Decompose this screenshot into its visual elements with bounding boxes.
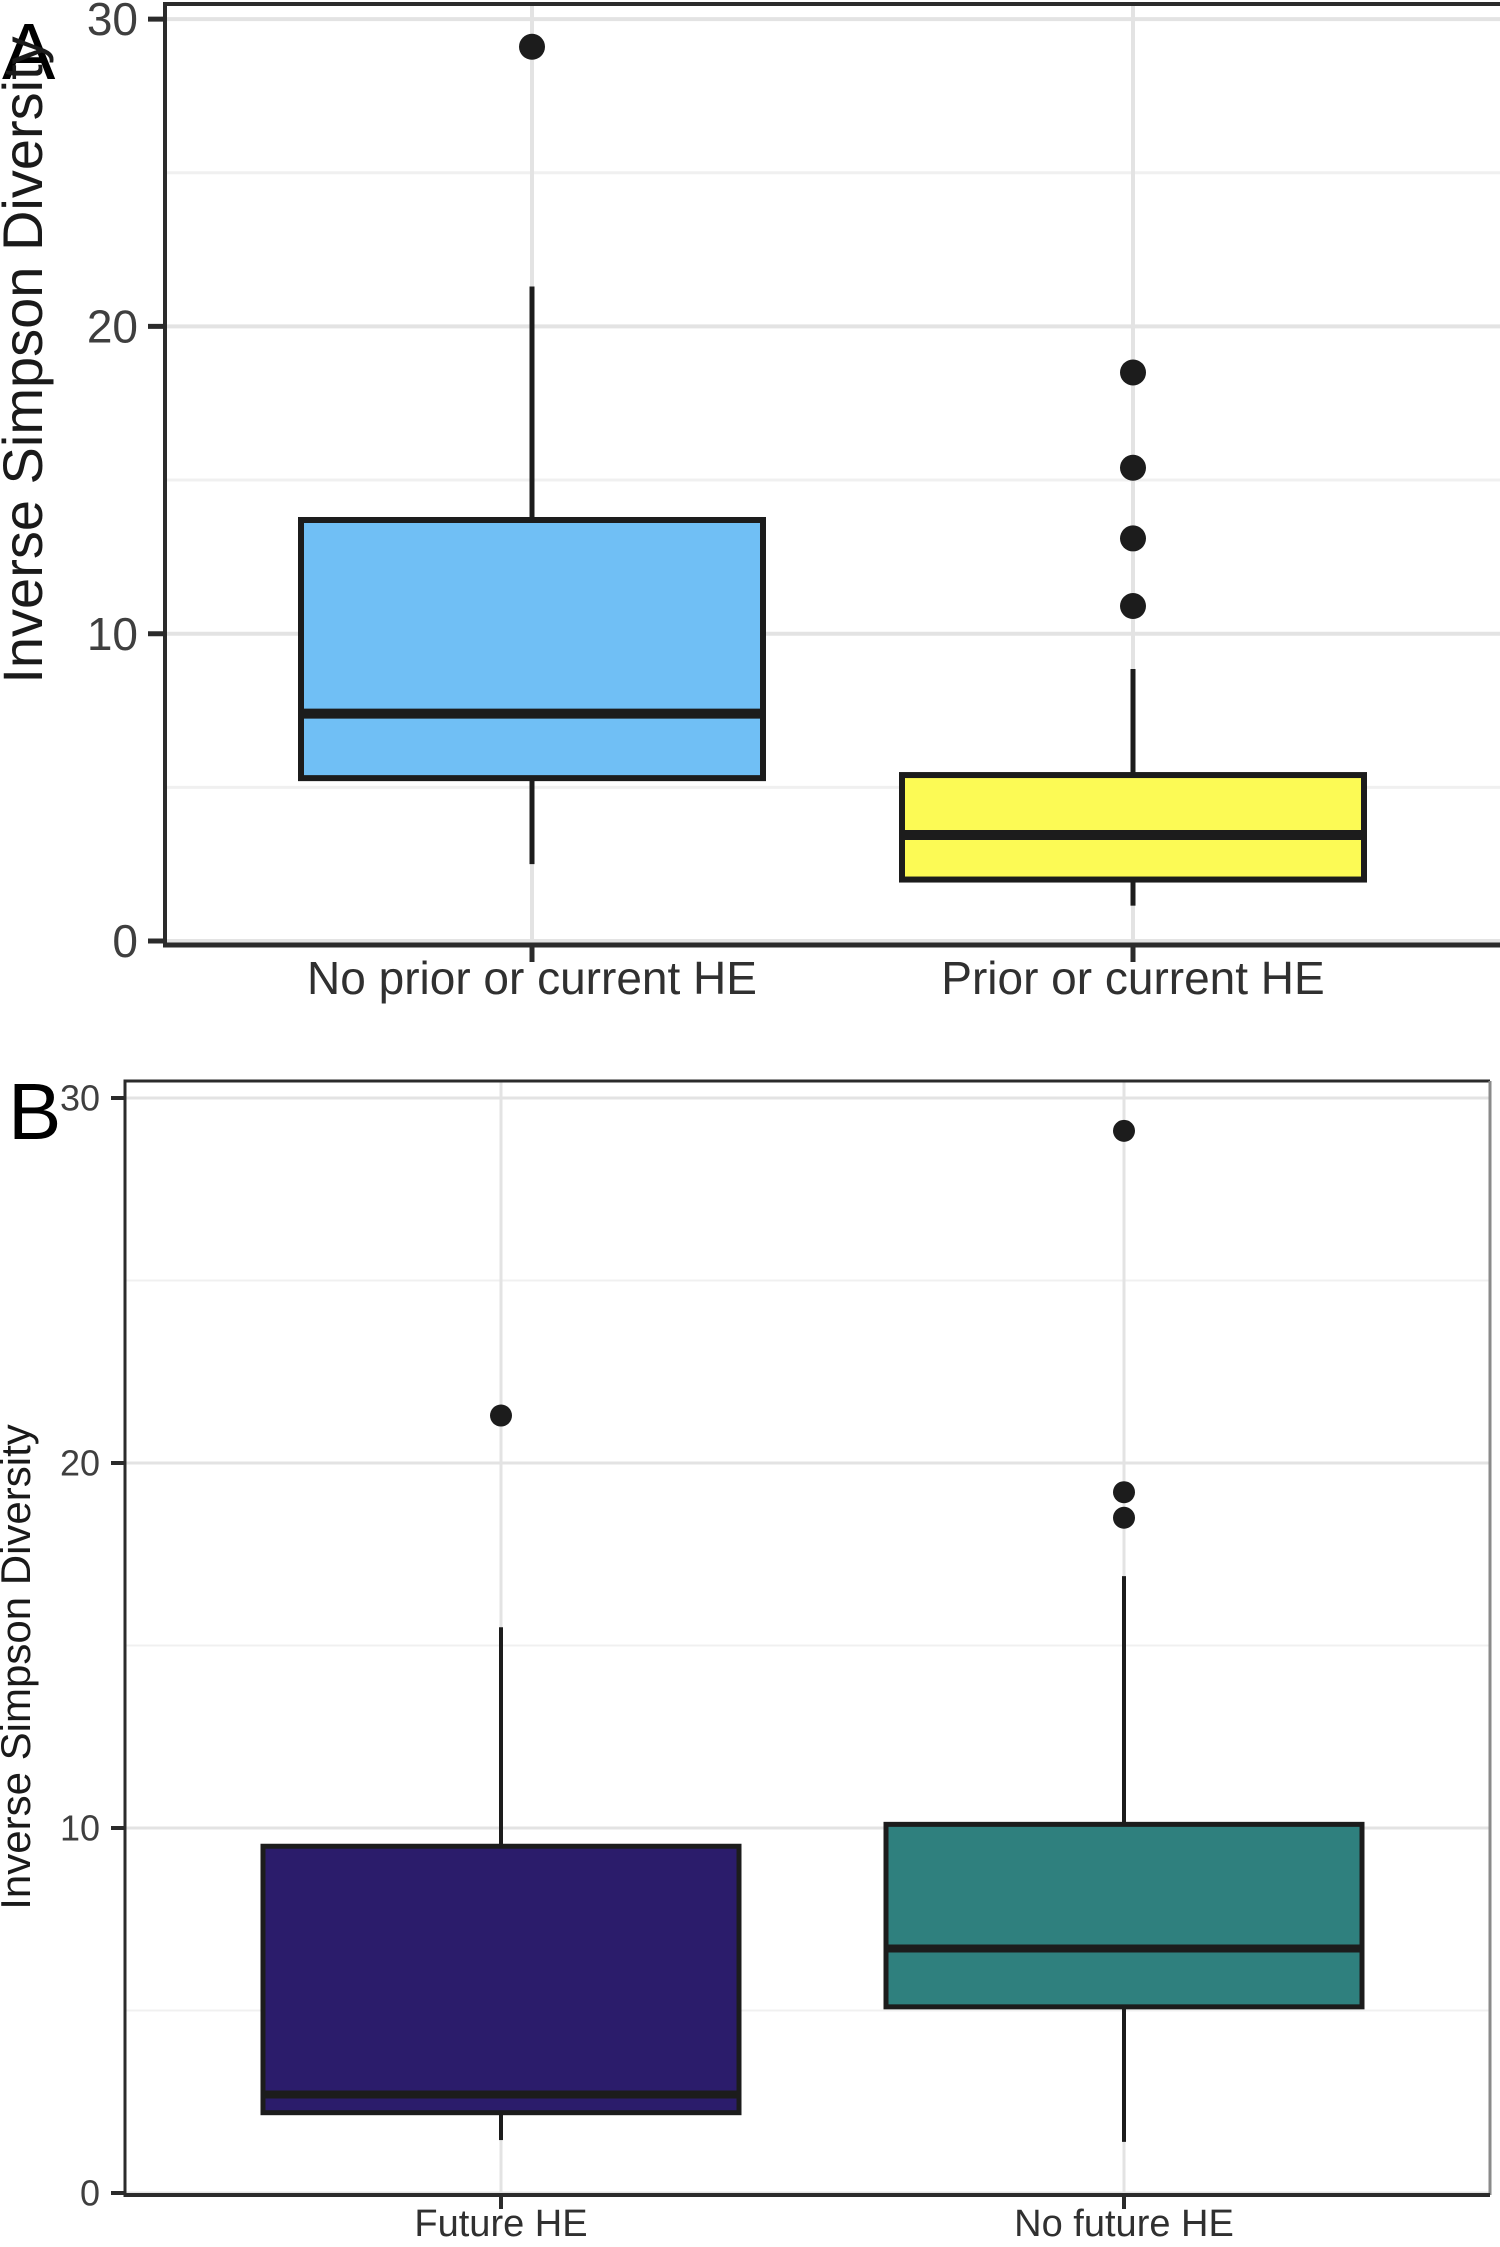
box-iqr	[883, 1821, 1365, 2010]
y-tick-label: 30	[60, 1078, 100, 1119]
y-tick-label: 0	[112, 915, 138, 967]
x-category-label: No prior or current HE	[307, 952, 757, 1004]
y-axis-title: Inverse Simpson Diversity	[0, 1424, 39, 1909]
outlier-point	[1120, 359, 1146, 386]
y-tick-label: 20	[60, 1443, 100, 1484]
outlier-point	[1113, 1506, 1135, 1529]
outlier-point	[1120, 454, 1146, 481]
outlier-point	[1113, 1119, 1135, 1142]
y-tick-label: 30	[87, 0, 138, 45]
box-iqr	[260, 1843, 742, 2116]
y-tick-label: 0	[80, 2173, 100, 2214]
y-tick-label: 10	[60, 1808, 100, 1849]
outlier-point	[1120, 525, 1146, 552]
box-iqr	[298, 516, 766, 782]
box-iqr	[899, 772, 1367, 883]
outlier-point	[1113, 1481, 1135, 1504]
outlier-point	[490, 1404, 512, 1427]
x-category-label: No future HE	[1014, 2203, 1234, 2245]
x-category-label: Prior or current HE	[941, 952, 1324, 1004]
panel-a-label: A	[2, 7, 56, 96]
panel-b-label: B	[8, 1067, 62, 1156]
y-tick-label: 20	[87, 301, 138, 353]
y-axis-title: Inverse Simpson Diversity	[0, 36, 54, 683]
outlier-point	[519, 33, 545, 60]
y-tick-label: 10	[87, 608, 138, 660]
x-category-label: Future HE	[414, 2203, 587, 2245]
outlier-point	[1120, 593, 1146, 620]
